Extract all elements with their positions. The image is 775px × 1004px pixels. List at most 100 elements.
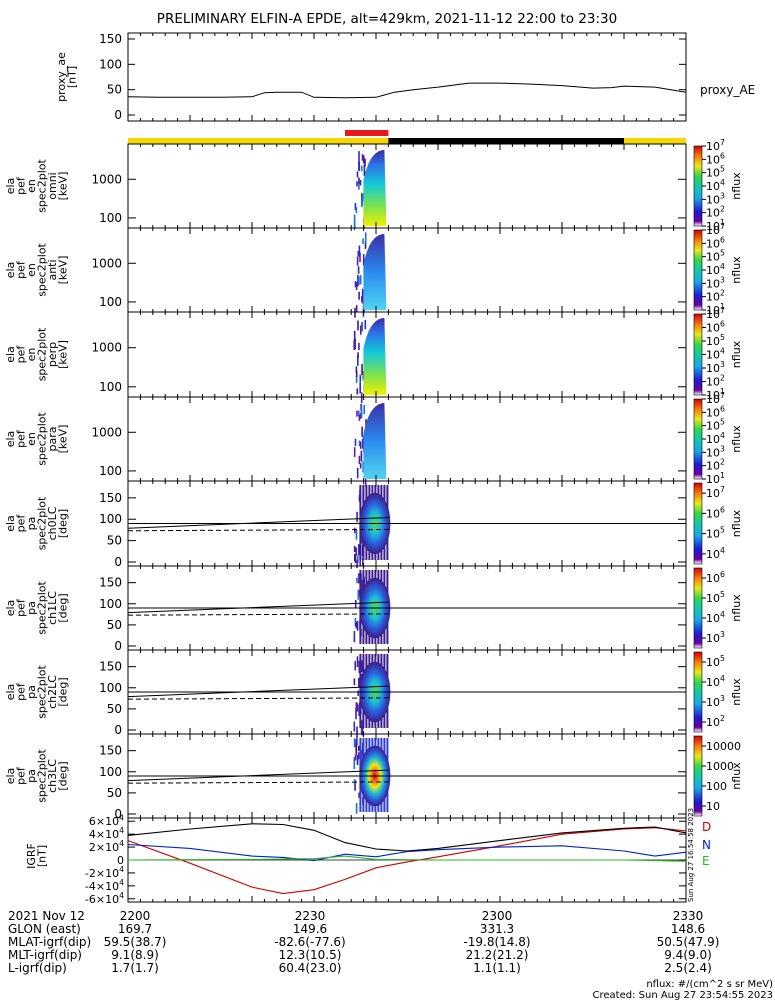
- pa-speckle: [353, 721, 356, 732]
- energy-speckle: [359, 382, 361, 394]
- pa-speckle: [353, 738, 356, 748]
- xaxis-row-value: 149.6: [293, 922, 327, 936]
- pa-speckle: [359, 556, 361, 567]
- energy-speckle: [360, 325, 362, 335]
- energy-speckle: [358, 455, 361, 465]
- pa-ytick: 50: [107, 534, 122, 548]
- pa-speckle: [357, 555, 359, 564]
- energy-ylabel-line: en: [25, 263, 38, 277]
- energy-ylabel-line: pef: [14, 429, 27, 448]
- proxy-ae-ylabel-line: proxy_ae: [55, 52, 68, 102]
- energy-speckle: [355, 305, 358, 312]
- energy-speckle: [360, 392, 363, 404]
- energy-speckle: [360, 450, 363, 462]
- proxy-ae-ytick: 150: [99, 32, 122, 46]
- energy-ylabel-line: para: [46, 427, 59, 452]
- anti-loss-cone-line: [127, 697, 389, 700]
- pa-colorbar-tick: 104: [706, 546, 725, 561]
- pa-ytick: 100: [99, 512, 122, 526]
- pa-colorbar-tick: 104: [706, 674, 725, 689]
- energy-ylabel-line: [keV]: [56, 425, 69, 454]
- pa-speckle: [354, 661, 356, 671]
- proxy-ae-ytick: 100: [99, 57, 122, 71]
- energy-speckle: [358, 181, 360, 190]
- pa-ylabel-line: ch3LC: [46, 759, 59, 793]
- pa-colorbar-tick: 104: [706, 610, 725, 625]
- pa-ytick: 0: [114, 639, 122, 653]
- pa-ylabel-line: ela: [4, 515, 17, 532]
- energy-colorbar-bar: [693, 229, 703, 311]
- pa-colorbar-bar: [693, 735, 703, 817]
- energy-speckle: [359, 413, 362, 419]
- pa-speckle: [354, 617, 357, 627]
- igrf-ytick: 4×104: [89, 826, 124, 841]
- energy-speckle: [358, 177, 360, 185]
- pa-speckle: [357, 690, 359, 697]
- pa-colorbar-label-text: nflux: [730, 509, 743, 537]
- pa-ylabel-line: spec2plot: [35, 496, 48, 550]
- pa-speckle: [357, 589, 360, 600]
- energy-speckle: [362, 461, 364, 473]
- energy-panel-frame: [127, 311, 687, 398]
- energy-colorbar-tick: 103: [706, 360, 725, 375]
- energy-colorbar-tick: 102: [706, 205, 725, 220]
- loss-cone-line: [127, 769, 389, 782]
- energy-speckle: [356, 388, 359, 395]
- energy-speckle: [361, 426, 363, 437]
- energy-speckle: [361, 192, 364, 202]
- energy-ytick: 1000: [91, 256, 122, 270]
- energy-colorbar-tick: 106: [706, 320, 725, 335]
- xaxis-row-value: 148.6: [671, 922, 705, 936]
- energy-ylabel-line: spec2plot: [35, 159, 48, 213]
- pa-colorbar-tick: 105: [706, 526, 725, 541]
- energy-colorbar-tick: 101: [706, 387, 725, 402]
- energy-speckle: [362, 254, 365, 266]
- energy-colorbar-tick: 103: [706, 191, 725, 206]
- pa-ylabel-line: pef: [14, 514, 27, 533]
- pa-speckle: [354, 553, 357, 564]
- pa-ylabel-line: ela: [4, 768, 17, 785]
- xaxis-row-value: 2330: [673, 909, 704, 923]
- energy-speckle: [353, 447, 356, 458]
- energy-ylabel-line: ela: [4, 178, 17, 195]
- pa-speckle: [356, 738, 358, 746]
- xaxis-row-value: 2.5(2.4): [664, 961, 712, 975]
- energy-speckle: [358, 291, 360, 300]
- pa-speckle: [353, 545, 356, 552]
- igrf-side-note-text: Sun Aug 27 16:54:58 2023: [687, 808, 695, 902]
- energy-ylabel-line: ela: [4, 431, 17, 448]
- energy-speckle: [359, 441, 362, 449]
- pa-speckle: [357, 544, 360, 556]
- pa-ylabel-line: [deg]: [56, 677, 69, 706]
- energy-speckle: [359, 179, 362, 186]
- energy-ylabel-line: anti: [46, 259, 59, 280]
- energy-ylabel-line: [keV]: [56, 256, 69, 285]
- pa-ytick: 150: [99, 576, 122, 590]
- igrf-series-D: [127, 827, 687, 895]
- energy-ylabel-line: [keV]: [56, 172, 69, 201]
- energy-ylabel-line: pef: [14, 176, 27, 195]
- pa-speckle: [355, 702, 358, 713]
- igrf-ytick: 2×104: [89, 839, 124, 854]
- pa-speckle: [360, 660, 363, 668]
- pa-ytick: 150: [99, 660, 122, 674]
- energy-speckle: [362, 298, 364, 304]
- energy-speckle: [358, 415, 361, 421]
- energy-spectrum-mark: [363, 234, 387, 310]
- energy-speckle: [361, 289, 364, 299]
- xaxis-row-value: 1.7(1.7): [111, 961, 159, 975]
- energy-colorbar-tick: 104: [706, 262, 725, 277]
- energy-colorbar-tick: 107: [706, 391, 725, 406]
- pa-colorbar-label-text: nflux: [730, 762, 743, 790]
- pa-ylabel-line: ch0LC: [46, 506, 59, 540]
- pa-ytick: 50: [107, 702, 122, 716]
- pa-colorbar-tick: 106: [706, 570, 725, 585]
- energy-colorbar-tick: 105: [706, 165, 725, 180]
- pa-ylabel-line: spec2plot: [35, 749, 48, 803]
- energy-colorbar-label: nflux: [730, 172, 743, 200]
- pa-ylabel-line: ch2LC: [46, 675, 59, 709]
- pa-ylabel-line: pa: [25, 601, 38, 615]
- xaxis-row-value: 9.4(9.0): [664, 948, 712, 962]
- pa-colorbar-label: nflux: [730, 509, 743, 537]
